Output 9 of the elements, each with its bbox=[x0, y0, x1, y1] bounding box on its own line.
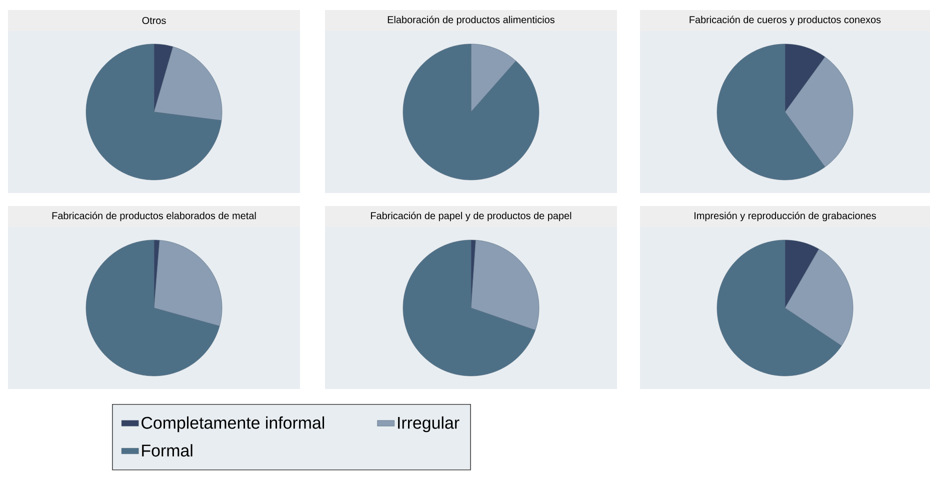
chart-title: Fabricación de papel y de productos de papel bbox=[371, 212, 572, 222]
legend-label: Completamente informal bbox=[142, 416, 324, 432]
chart-title: Otros bbox=[142, 16, 166, 24]
chart-title: Fabricación de productos elaborados de metal bbox=[52, 212, 256, 222]
legend-label: Irregular bbox=[398, 416, 460, 432]
chart-title: Fabricación de cueros y productos conexos bbox=[690, 16, 881, 26]
chart-title: Impresión y reproducción de grabaciones bbox=[694, 212, 876, 222]
legend-label: Formal bbox=[142, 444, 192, 457]
chart-title: Elaboración de productos alimenticios bbox=[388, 16, 555, 26]
